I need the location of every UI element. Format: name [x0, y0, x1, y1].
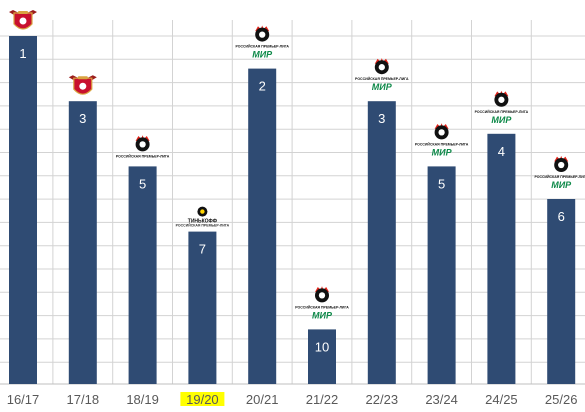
x-tick-labels: 16/17 17/18 18/19 19/20 20/21 21/22 22/23 23/24…: [7, 392, 578, 407]
ball-center: [438, 129, 445, 136]
bar-value-label: 3: [378, 111, 385, 126]
bar-18-19: [128, 166, 157, 384]
bar-value-label: 7: [199, 242, 206, 257]
ball-center: [558, 161, 565, 169]
x-tick-label: 22/23: [366, 392, 399, 407]
fnl-shield-icon: [9, 10, 37, 30]
rpl-wordmark: РОССИЙСКАЯ ПРЕМЬЕР-ЛИГА: [415, 142, 469, 146]
mir-wordmark: МИР: [312, 310, 333, 320]
x-tick-label: 23/24: [425, 392, 458, 407]
x-tick-label: 16/17: [7, 392, 40, 407]
bar-value-label: 2: [259, 79, 266, 94]
ball-center: [318, 292, 326, 299]
tick-highlight: [180, 392, 225, 406]
bar-25-26: [547, 199, 576, 384]
bar-24-25: [487, 133, 516, 384]
bar-22-23: [367, 101, 396, 384]
tinkoff-wordmark: ТИНЬКОФФ: [188, 219, 218, 225]
rpl-wordmark: РОССИЙСКАЯ ПРЕМЬЕР-ЛИГА: [116, 154, 170, 158]
mir-wordmark: МИР: [491, 115, 512, 125]
ball-center: [259, 31, 266, 38]
logo-layer: РОССИЙСКАЯ ПРЕМЬЕР-ЛИГАТИНЬКОФФРОССИЙСКА…: [9, 10, 585, 320]
rpl-wordmark: РОССИЙСКАЯ ПРЕМЬЕР-ЛИГА: [176, 224, 230, 228]
ball-center: [139, 141, 146, 148]
bar-16-17: [9, 36, 37, 384]
rpl-wordmark: РОССИЙСКАЯ ПРЕМЬЕР-ЛИГА: [295, 305, 349, 309]
fnl-shield-icon: [68, 75, 97, 95]
rpl-wordmark: РОССИЙСКАЯ ПРЕМЬЕР-ЛИГА: [235, 45, 289, 49]
x-tick-label: 20/21: [246, 392, 279, 407]
rpl-wordmark: РОССИЙСКАЯ ПРЕМЬЕР-ЛИГА: [355, 77, 409, 81]
x-tick-label: 19/20: [186, 392, 219, 407]
bar-value-label: 4: [498, 144, 505, 159]
bar-20-21: [248, 68, 277, 384]
bar-value-label: 3: [79, 111, 86, 126]
bar-value-label: 6: [558, 209, 565, 224]
bar-value-label: 10: [315, 339, 329, 354]
mir-wordmark: МИР: [252, 50, 273, 60]
rpl-logo-icon: РОССИЙСКАЯ ПРЕМЬЕР-ЛИГА: [116, 135, 170, 158]
mir-wordmark: МИР: [372, 82, 393, 92]
ball-center: [378, 64, 385, 71]
rpl-wordmark: РОССИЙСКАЯ ПРЕМЬЕР-ЛИГА: [534, 175, 585, 179]
ball-center: [200, 209, 205, 214]
bar-value-label: 5: [139, 176, 146, 191]
bar-21-22: [308, 329, 336, 384]
x-tick-label: 25/26: [545, 392, 578, 407]
mir-wordmark: МИР: [551, 180, 572, 190]
rpl-wordmark: РОССИЙСКАЯ ПРЕМЬЕР-ЛИГА: [475, 110, 529, 114]
bar-value-label: 5: [438, 176, 445, 191]
x-tick-label: 18/19: [126, 392, 159, 407]
x-tick-label: 17/18: [67, 392, 100, 407]
mir-wordmark: МИР: [432, 147, 453, 157]
bar-value-label: 1: [19, 46, 26, 61]
ball-center: [498, 96, 505, 103]
bar-layer: 1 3 5 7 2 10 3 5 4 6: [9, 36, 576, 384]
x-tick-label: 21/22: [306, 392, 339, 407]
bar-19-20: [188, 231, 217, 384]
bar-17-18: [68, 101, 97, 384]
bar-23-24: [427, 166, 456, 384]
x-tick-label: 24/25: [485, 392, 518, 407]
